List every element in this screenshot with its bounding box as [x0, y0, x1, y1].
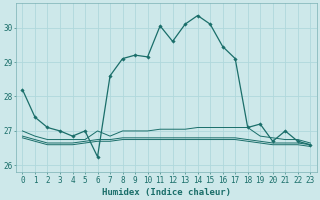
X-axis label: Humidex (Indice chaleur): Humidex (Indice chaleur) — [102, 188, 231, 197]
